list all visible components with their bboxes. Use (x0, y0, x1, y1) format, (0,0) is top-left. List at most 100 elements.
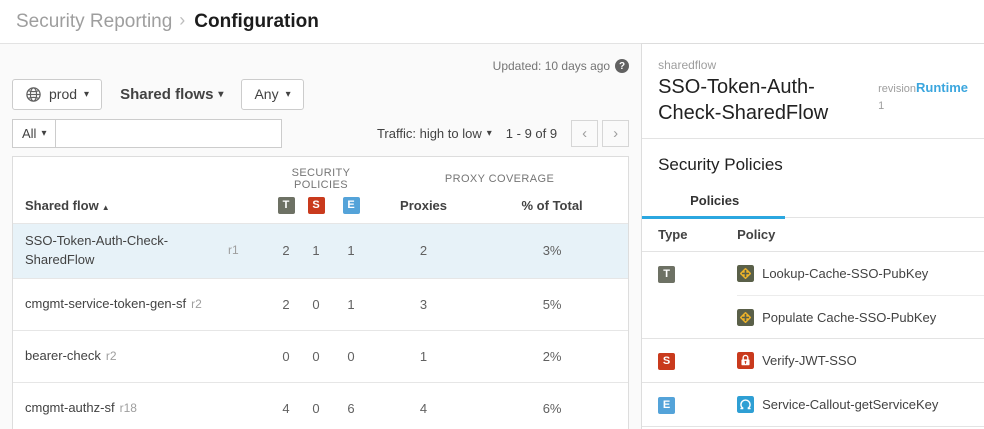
policy-name: Verify-JWT-SSO (762, 353, 857, 368)
tab-policies[interactable]: Policies (690, 193, 740, 208)
policy-table-footer (642, 426, 984, 429)
environment-dropdown[interactable]: prod ▾ (12, 78, 103, 110)
security-policies-group-header: SECURITY POLICIES (291, 167, 351, 191)
revision-value: 1 (878, 99, 885, 112)
detail-tabs: Policies (642, 187, 984, 219)
policy-name: Service-Callout-getServiceKey (762, 397, 939, 412)
search-combo: All ▾ (12, 118, 282, 148)
lock-policy-icon (737, 352, 755, 369)
type-column-header: Type (658, 227, 688, 242)
scope-dropdown[interactable]: Shared flows ▾ (120, 86, 223, 103)
sort-ascending-icon: ▲ (101, 202, 110, 212)
e-count: 1 (347, 296, 355, 312)
e-count: 1 (347, 243, 355, 259)
t-count: 0 (282, 348, 290, 364)
search-toolbar: All ▾ Traffic: high to low ▾ 1 - 9 of 9 … (12, 118, 630, 148)
previous-page-button[interactable]: ‹ (571, 119, 599, 147)
caret-down-icon: ▾ (41, 128, 47, 139)
globe-icon (26, 86, 41, 102)
shared-flow-column-header[interactable]: Shared flow ▲ (25, 197, 110, 213)
detail-panel-header: sharedflow SSO-Token-Auth-Check-SharedFl… (642, 44, 984, 139)
shared-flow-name: bearer-check (25, 347, 101, 363)
breadcrumb-separator-icon: › (179, 10, 186, 30)
proxies-count: 4 (419, 400, 428, 416)
security-policies-section-title: Security Policies (658, 155, 783, 174)
breadcrumb-parent[interactable]: Security Reporting (16, 10, 173, 32)
revision-block: revisionRuntime 1 (878, 78, 968, 126)
detail-panel: sharedflow SSO-Token-Auth-Check-SharedFl… (641, 43, 984, 429)
revision-label: r2 (105, 348, 117, 363)
proxies-count: 3 (419, 296, 428, 312)
policy-name: Lookup-Cache-SSO-PubKey (762, 266, 929, 281)
traffic-sort-dropdown[interactable]: Traffic: high to low ▾ (377, 126, 492, 141)
policy-column-header: Policy (737, 227, 776, 242)
revision-label: r1 (228, 243, 239, 258)
main-content: Updated: 10 days ago ? prod ▾ Shared flo… (0, 43, 984, 429)
environment-label: prod (49, 86, 78, 102)
next-page-button[interactable]: › (602, 119, 630, 147)
help-icon[interactable]: ? (615, 59, 630, 73)
shared-flow-name: SSO-Token-Auth-Check-SharedFlow (25, 233, 169, 267)
pct-of-total: 5% (542, 296, 562, 312)
t-count: 4 (282, 400, 290, 416)
search-input[interactable] (56, 119, 281, 147)
entity-type-label: sharedflow (658, 58, 717, 72)
policy-row[interactable]: E Service-Callout-getServiceKey (642, 382, 984, 426)
s-count: 0 (312, 348, 320, 364)
table-row[interactable]: SSO-Token-Auth-Check-SharedFlowr1 2 1 1 … (13, 223, 629, 278)
page-title: Configuration (194, 10, 319, 32)
e-count: 0 (347, 348, 355, 364)
report-section: Updated: 10 days ago ? prod ▾ Shared flo… (0, 44, 642, 429)
caret-down-icon: ▾ (285, 89, 291, 100)
pct-of-total: 6% (542, 400, 562, 416)
table-row[interactable]: bearer-check r2 0 0 0 1 2% (13, 329, 629, 382)
security-badge: S (658, 352, 676, 370)
pct-of-total: 2% (542, 348, 562, 364)
policy-row[interactable]: S Verify-JWT-SSO (642, 338, 984, 382)
proxies-column-header: Proxies (400, 197, 448, 213)
proxies-count: 1 (419, 348, 428, 364)
search-scope-dropdown[interactable]: All ▾ (13, 119, 57, 147)
cache-policy-icon (737, 265, 755, 282)
service-callout-policy-icon (737, 396, 755, 413)
revision-label: r2 (191, 296, 202, 311)
extension-badge: E (342, 196, 360, 214)
active-tab-indicator (642, 216, 786, 219)
extension-badge: E (658, 396, 676, 414)
updated-status: Updated: 10 days ago ? (12, 44, 630, 74)
s-count: 0 (312, 400, 320, 416)
traffic-sort-label: Traffic: high to low (376, 125, 482, 141)
table-row[interactable]: cmgmt-authz-sf r18 4 0 6 4 6% (13, 381, 629, 429)
any-filter-dropdown[interactable]: Any ▾ (241, 78, 304, 110)
table-group-header: SECURITY POLICIES PROXY COVERAGE (13, 157, 628, 191)
table-column-header: Shared flow ▲ T S E Proxies % of Total (13, 187, 628, 223)
security-badge: S (307, 196, 325, 214)
policy-row[interactable]: Populate Cache-SSO-PubKey (642, 295, 984, 338)
cache-policy-icon (737, 308, 755, 326)
proxy-coverage-group-header: PROXY COVERAGE (444, 173, 555, 185)
scope-label: Shared flows (120, 85, 214, 103)
breadcrumb: Security Reporting › Configuration (0, 0, 984, 44)
table-row[interactable]: cmgmt-service-token-gen-sf r2 2 0 1 3 5% (13, 277, 629, 330)
shared-flow-name: cmgmt-service-token-gen-sf (25, 295, 187, 311)
proxies-count: 2 (419, 243, 428, 259)
runtime-link[interactable]: Runtime (916, 80, 968, 95)
shared-flows-table: SECURITY POLICIES PROXY COVERAGE Shared … (12, 156, 630, 429)
any-filter-label: Any (254, 86, 279, 102)
updated-text: Updated: 10 days ago (492, 59, 611, 73)
policy-table-header: Type Policy (642, 218, 984, 252)
filter-toolbar: prod ▾ Shared flows ▾ Any ▾ (12, 78, 629, 110)
policy-name: Populate Cache-SSO-PubKey (762, 309, 937, 325)
traffic-badge: T (277, 196, 295, 214)
s-count: 1 (312, 243, 320, 259)
shared-flow-name: cmgmt-authz-sf (25, 399, 115, 415)
pct-column-header: % of Total (521, 197, 583, 213)
caret-down-icon: ▾ (84, 89, 90, 100)
t-count: 2 (282, 243, 290, 259)
policy-row[interactable]: T Lookup-Cache-SSO-PubKey (642, 252, 984, 295)
pagination-range: 1 - 9 of 9 (505, 125, 558, 141)
traffic-badge: T (658, 265, 676, 283)
revision-label: r18 (119, 400, 137, 415)
t-count: 2 (282, 296, 290, 312)
search-scope-label: All (22, 125, 37, 141)
